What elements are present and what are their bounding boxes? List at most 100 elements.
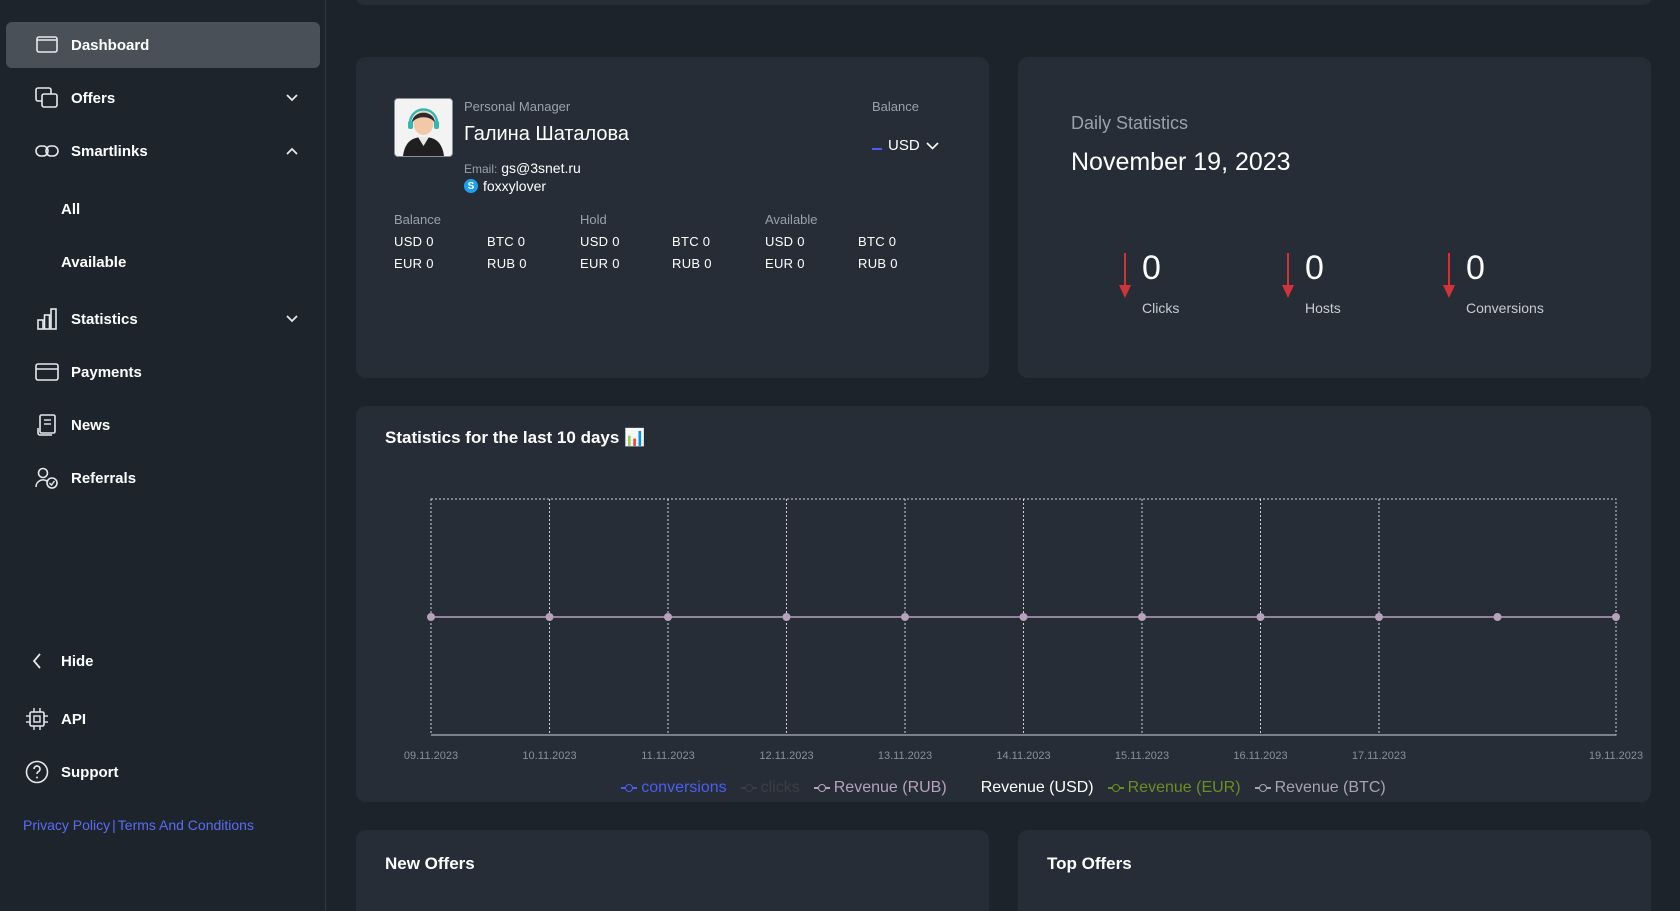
data-point[interactable] — [545, 613, 554, 621]
hold-group-label: Hold — [580, 212, 607, 227]
skype-icon: S — [464, 179, 478, 193]
manager-card: Personal Manager Галина Шаталова Email: … — [356, 57, 989, 378]
hold-rub: RUB 0 — [672, 256, 712, 271]
sidebar-item-statistics[interactable]: Statistics — [6, 296, 320, 342]
legend-item[interactable]: Revenue (RUB) — [813, 779, 947, 797]
x-tick-label: 09.11.2023 — [404, 750, 458, 762]
metric-label: Conversions — [1466, 300, 1544, 316]
data-point[interactable] — [1138, 613, 1146, 621]
sidebar-item-label: Statistics — [71, 310, 138, 328]
sidebar-subitem-available[interactable]: Available — [6, 242, 320, 282]
sidebar-item-label: Support — [61, 763, 119, 781]
legend-marker — [1254, 783, 1271, 793]
sidebar-item-label: Offers — [71, 89, 116, 107]
data-point[interactable] — [1493, 613, 1502, 621]
metric-value: 0 — [1305, 249, 1324, 287]
hold-eur: EUR 0 — [580, 256, 620, 271]
balance-usd: USD 0 — [394, 234, 434, 249]
sidebar-item-label: API — [61, 710, 87, 728]
data-point[interactable] — [427, 613, 435, 621]
available-usd: USD 0 — [765, 234, 805, 249]
currency-select[interactable]: USD — [872, 137, 939, 154]
metric-label: Hosts — [1305, 300, 1341, 316]
legend-marker — [621, 783, 638, 793]
sidebar-item-dashboard[interactable]: Dashboard — [6, 22, 320, 68]
legend-marker — [813, 783, 830, 793]
chevron-up-icon — [286, 145, 298, 157]
legend-item[interactable]: conversions — [621, 779, 727, 797]
sidebar-item-news[interactable]: News — [6, 402, 320, 448]
chip-icon — [24, 706, 50, 732]
sidebar-item-label: News — [71, 416, 111, 434]
data-point[interactable] — [1019, 613, 1028, 621]
legend-marker — [740, 783, 757, 793]
sidebar-item-support[interactable]: Support — [6, 752, 320, 792]
data-point[interactable] — [782, 613, 791, 621]
news-icon — [34, 412, 60, 438]
new-offers-title: New Offers — [385, 854, 475, 873]
sidebar-item-label: Payments — [71, 363, 142, 381]
sidebar-subitem-label: All — [61, 200, 81, 218]
legend-item[interactable]: Revenue (BTC) — [1254, 779, 1386, 797]
legend-label: clicks — [760, 779, 800, 796]
balance-btc: BTC 0 — [487, 234, 526, 249]
legend-label: Revenue (RUB) — [833, 779, 947, 796]
legend-item[interactable]: Revenue (USD) — [981, 779, 1094, 797]
manager-email[interactable]: gs@3snet.ru — [501, 160, 581, 176]
balance-eur: EUR 0 — [394, 256, 434, 271]
link-icon — [34, 138, 60, 164]
referrals-icon — [34, 465, 60, 491]
chevron-down-icon — [286, 313, 298, 325]
x-tick-label: 13.11.2023 — [878, 750, 932, 762]
hide-sidebar-button[interactable]: Hide — [6, 641, 320, 681]
data-point[interactable] — [1375, 613, 1383, 621]
manager-skype-row: S foxxylover — [464, 178, 546, 194]
legend-label: Revenue (USD) — [980, 779, 1094, 796]
terms-link[interactable]: Terms And Conditions — [117, 817, 254, 833]
available-eur: EUR 0 — [765, 256, 805, 271]
arrow-down-icon — [1282, 253, 1294, 298]
available-btc: BTC 0 — [858, 234, 897, 249]
legend-item[interactable]: clicks — [740, 779, 800, 797]
manager-avatar — [394, 98, 453, 157]
privacy-policy-link[interactable]: Privacy Policy — [23, 817, 111, 833]
manager-name: Галина Шаталова — [464, 123, 630, 145]
data-point[interactable] — [901, 613, 909, 621]
currency-value: USD — [888, 137, 920, 154]
legend-item[interactable]: Revenue (EUR) — [1107, 779, 1241, 797]
x-tick-label: 14.11.2023 — [996, 750, 1050, 762]
x-tick-label: 12.11.2023 — [759, 750, 813, 762]
x-tick-label: 10.11.2023 — [522, 750, 576, 762]
available-group-label: Available — [765, 212, 818, 227]
sidebar-item-label: Dashboard — [71, 36, 150, 54]
sidebar-item-api[interactable]: API — [6, 699, 320, 739]
top-card-edge — [356, 0, 1651, 5]
data-point[interactable] — [1612, 613, 1620, 621]
metric-value: 0 — [1142, 249, 1161, 287]
sidebar-item-label: Referrals — [71, 469, 137, 487]
balance-rub: RUB 0 — [487, 256, 527, 271]
hold-btc: BTC 0 — [672, 234, 711, 249]
sidebar-item-referrals[interactable]: Referrals — [6, 455, 320, 501]
daily-statistics-title: Daily Statistics — [1071, 113, 1189, 133]
hold-usd: USD 0 — [580, 234, 620, 249]
available-rub: RUB 0 — [858, 256, 898, 271]
legend-label: Revenue (BTC) — [1274, 779, 1386, 796]
new-offers-card: New Offers — [356, 830, 989, 911]
data-point[interactable] — [1256, 613, 1265, 621]
sidebar-item-payments[interactable]: Payments — [6, 349, 320, 395]
offers-icon — [34, 85, 60, 111]
metric-label: Clicks — [1142, 300, 1180, 316]
manager-skype[interactable]: foxxylover — [483, 178, 547, 194]
sidebar-subitem-all[interactable]: All — [6, 189, 320, 229]
sidebar-item-smartlinks[interactable]: Smartlinks — [6, 128, 320, 174]
x-tick-label: 11.11.2023 — [641, 750, 694, 762]
sidebar: Dashboard Offers Smartlinks All Availabl… — [0, 0, 326, 911]
balance-label: Balance — [872, 99, 919, 114]
link-separator: | — [112, 817, 116, 833]
legend-label: conversions — [641, 779, 727, 796]
data-point[interactable] — [664, 613, 672, 621]
daily-statistics-date: November 19, 2023 — [1071, 148, 1291, 176]
x-tick-label: 15.11.2023 — [1115, 750, 1169, 762]
sidebar-item-offers[interactable]: Offers — [6, 75, 320, 121]
